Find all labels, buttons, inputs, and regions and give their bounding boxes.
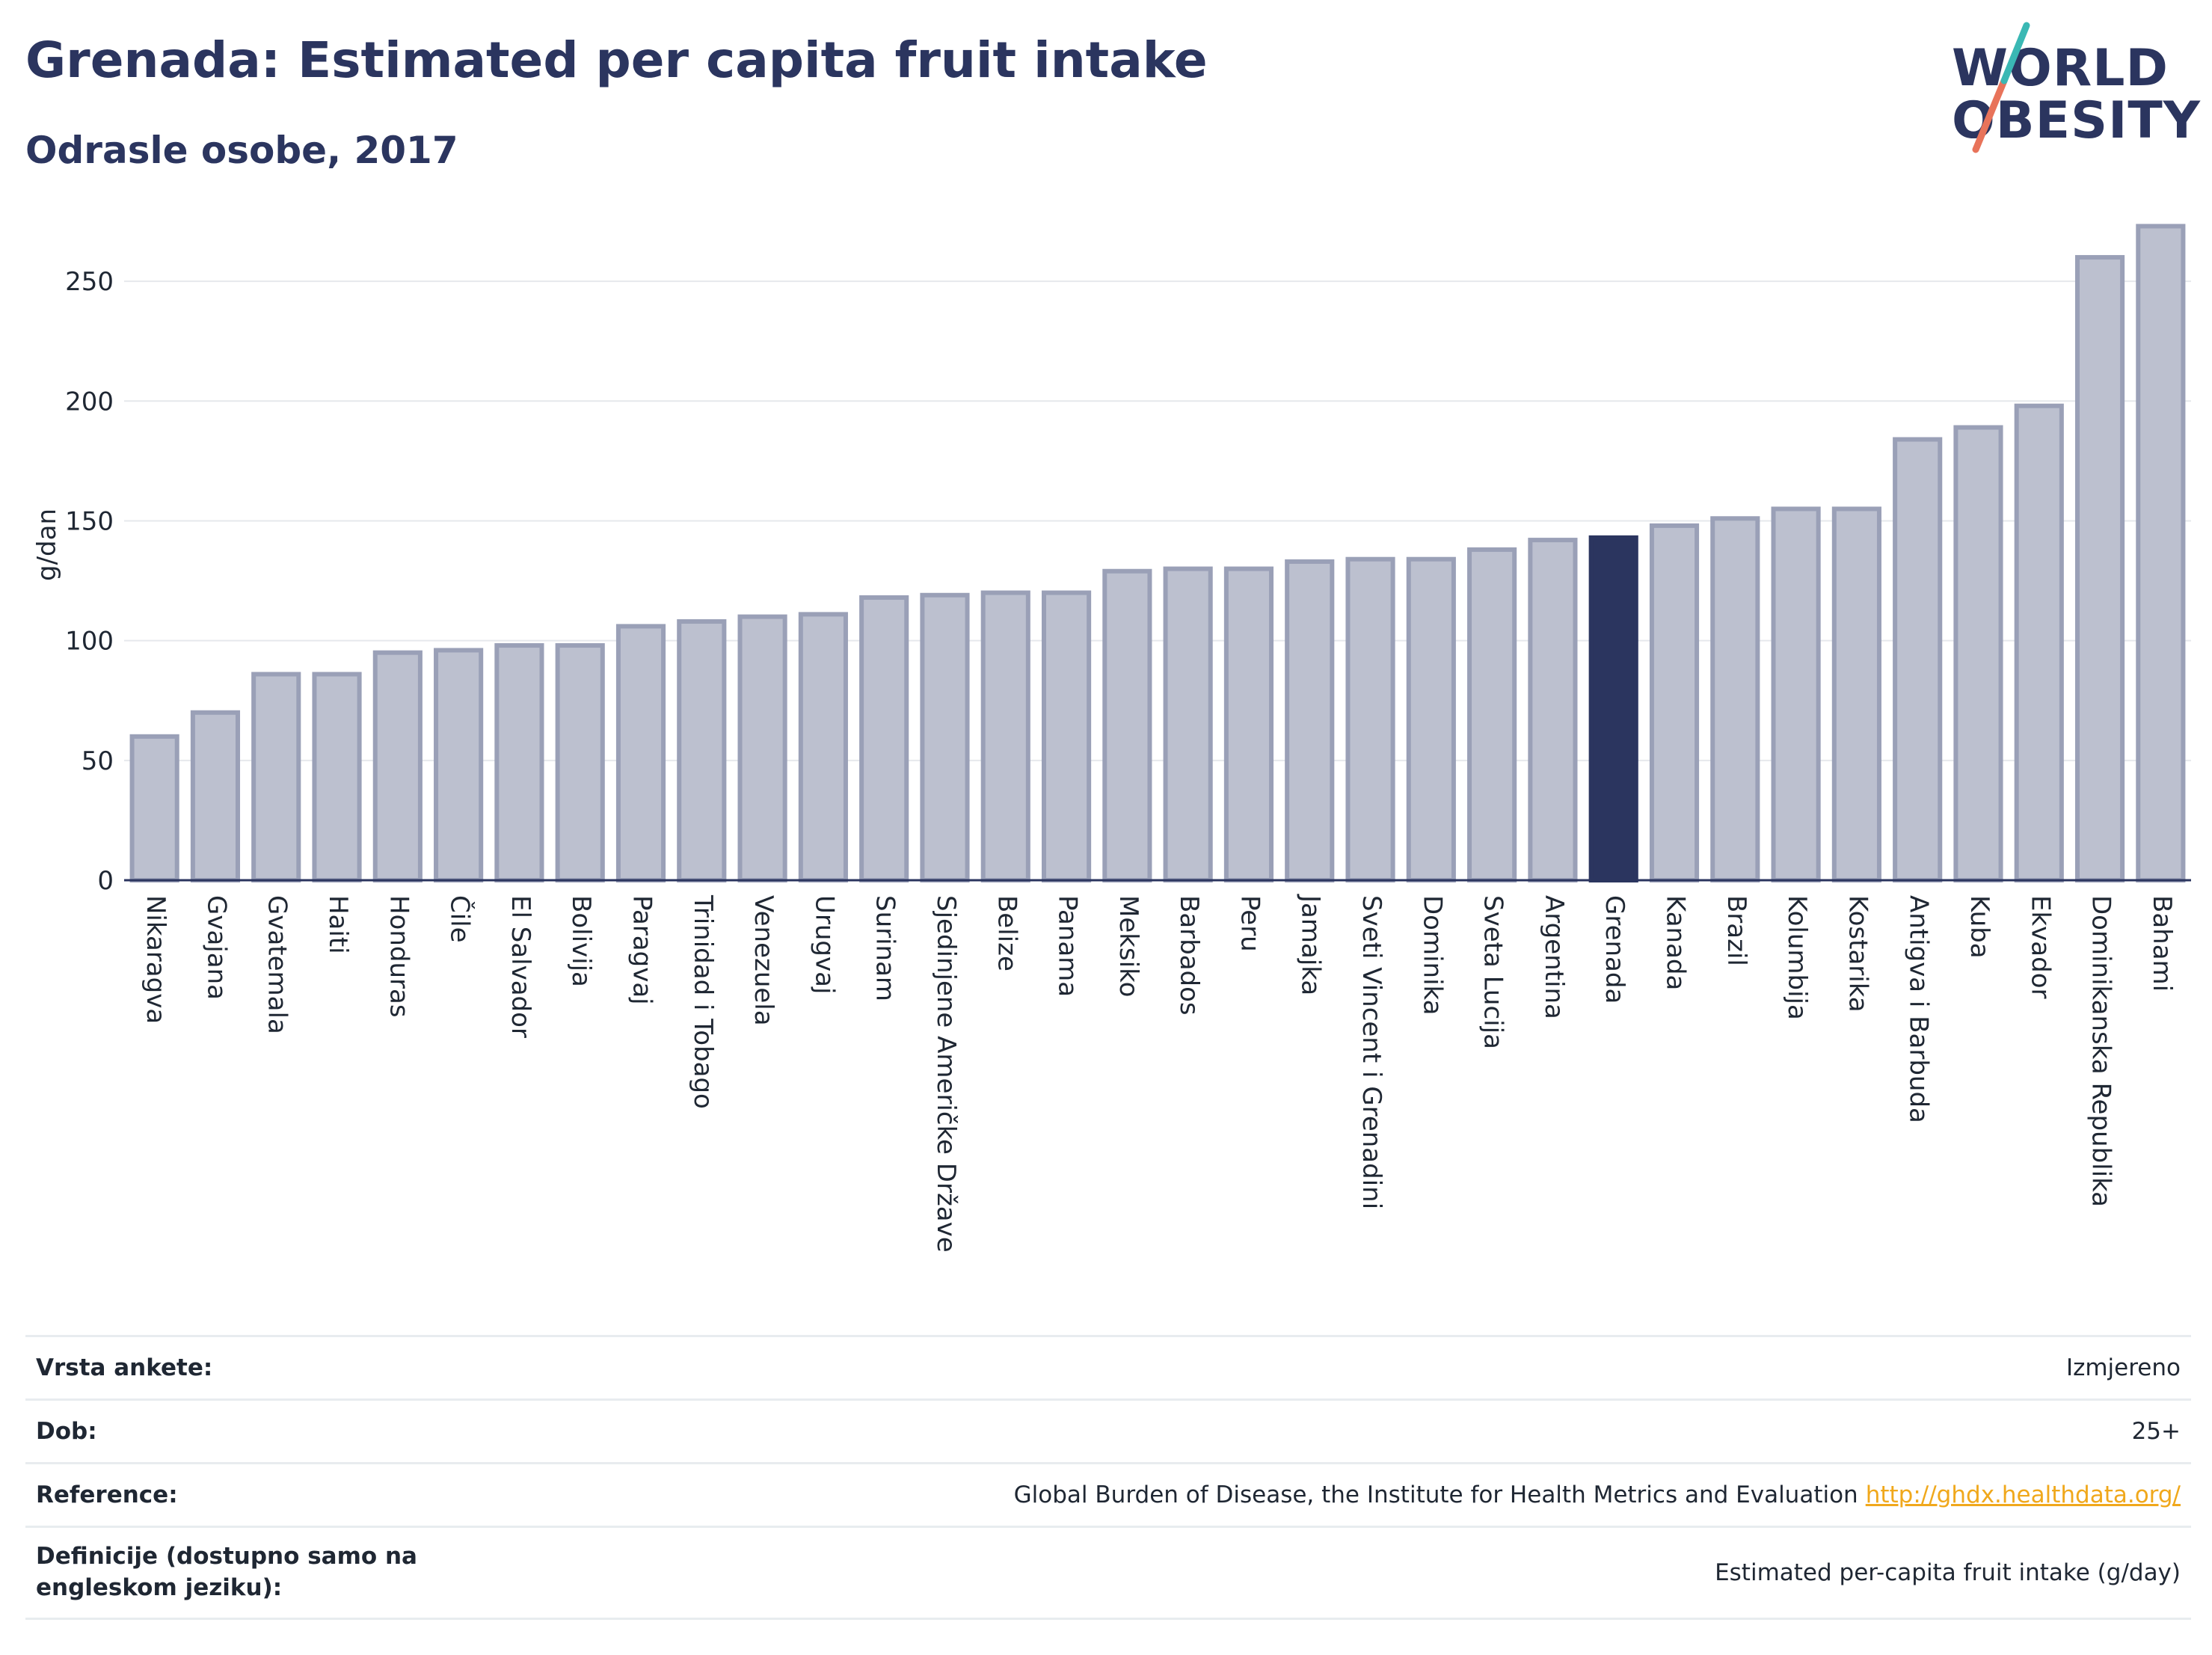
y-axis-ticks: 0 50 100 150 200 250 xyxy=(65,267,114,896)
x-tick-label: Venezuela xyxy=(749,895,778,1026)
bar xyxy=(2014,403,2064,882)
x-tick-label: Grenada xyxy=(1600,895,1629,1004)
y-tick-label: 100 xyxy=(65,627,114,657)
chart-title: Grenada: Estimated per capita fruit inta… xyxy=(25,31,1208,89)
x-tick-label: Surinam xyxy=(870,895,900,1001)
x-tick-label: Trinidad i Tobago xyxy=(688,894,718,1109)
x-tick-label: Dominikanska Republika xyxy=(2086,895,2116,1207)
x-tick-label: Meksiko xyxy=(1113,895,1143,997)
bar xyxy=(980,590,1030,882)
x-tick-label: Gvajana xyxy=(201,895,231,1000)
x-tick-label: Bolivija xyxy=(566,895,596,987)
y-tick-label: 50 xyxy=(82,746,114,776)
bar xyxy=(737,614,787,882)
y-tick-label: 250 xyxy=(65,267,114,297)
bar xyxy=(615,624,666,883)
bar xyxy=(1649,523,1700,882)
bar xyxy=(129,734,179,882)
info-label-survey: Vrsta ankete: xyxy=(36,1354,213,1381)
x-tick-label: Paragvaj xyxy=(627,895,657,1005)
bar xyxy=(1467,547,1517,882)
info-row-survey: Vrsta ankete: Izmjereno xyxy=(25,1335,2191,1398)
x-tick-label: Kuba xyxy=(1964,895,1994,959)
y-tick-label: 150 xyxy=(65,506,114,536)
info-label-age: Dob: xyxy=(36,1418,97,1445)
bar xyxy=(1831,506,1881,882)
y-tick-label: 200 xyxy=(65,387,114,417)
bar xyxy=(494,643,544,882)
x-tick-label: Jamajka xyxy=(1296,894,1326,995)
x-axis-ticks: Nikaragva Gvajana Gvatemala Haiti Honduras Či… xyxy=(141,894,2177,1253)
bar xyxy=(677,619,727,882)
info-label-definition: Definicije (dostupno samo na engleskom j… xyxy=(36,1543,417,1601)
x-tick-label: Sveti Vincent i Grenadini xyxy=(1357,895,1386,1209)
logo-slash-icon xyxy=(1972,22,2030,153)
x-tick-label: Argentina xyxy=(1539,895,1569,1019)
bar xyxy=(190,710,241,882)
x-tick-label: Bahami xyxy=(2147,895,2177,992)
x-tick-label: Dominika xyxy=(1417,895,1447,1015)
bar xyxy=(2074,255,2125,883)
logo-line-world: WORLD xyxy=(1952,39,2169,98)
bar xyxy=(920,592,970,883)
bar xyxy=(1771,506,1821,882)
x-tick-label: Barbados xyxy=(1174,895,1204,1016)
info-row-age: Dob: 25+ xyxy=(25,1398,2191,1462)
x-tick-label: Haiti xyxy=(323,895,353,954)
bar xyxy=(2136,224,2186,883)
info-value-age: 25+ xyxy=(2131,1418,2181,1445)
x-tick-label: Gvatemala xyxy=(262,895,292,1034)
world-obesity-logo[interactable]: WORLD OBESITY xyxy=(1952,21,2200,156)
bar xyxy=(251,672,301,882)
info-table: Vrsta ankete: Izmjereno Dob: 25+ Referen… xyxy=(25,1335,2191,1620)
chart-subtitle: Odrasle osobe, 2017 xyxy=(25,129,458,172)
bar xyxy=(1285,559,1335,882)
bar xyxy=(372,650,423,882)
x-tick-label: Kanada xyxy=(1661,895,1691,990)
info-value-survey: Izmjereno xyxy=(2065,1354,2181,1381)
reference-link[interactable]: http://ghdx.healthdata.org/ xyxy=(1865,1481,2181,1508)
x-tick-label: Honduras xyxy=(384,895,414,1018)
y-tick-label: 0 xyxy=(97,866,114,896)
info-row-definition: Definicije (dostupno samo na engleskom j… xyxy=(25,1526,2191,1620)
x-tick-label: Kostarika xyxy=(1843,895,1872,1013)
bar xyxy=(1406,556,1456,882)
x-tick-label: Sjedinjene Američke Države xyxy=(931,895,961,1253)
bar xyxy=(1345,556,1395,882)
y-axis-label: g/dan xyxy=(32,509,62,581)
bar xyxy=(1163,566,1213,882)
info-value-reference: Global Burden of Disease, the Institute … xyxy=(1014,1481,2181,1508)
x-tick-label: Sveta Lucija xyxy=(1478,895,1508,1049)
bar xyxy=(1710,516,1760,882)
bar xyxy=(1041,590,1092,882)
x-tick-label: Nikaragva xyxy=(141,895,170,1024)
info-label-reference: Reference: xyxy=(36,1481,178,1508)
x-tick-label: Kolumbija xyxy=(1782,895,1812,1020)
bar xyxy=(798,612,848,882)
x-tick-label: Peru xyxy=(1235,895,1265,952)
x-tick-label: El Salvador xyxy=(506,895,535,1038)
bar xyxy=(859,595,909,882)
x-tick-label: Antigva i Barbuda xyxy=(1904,895,1934,1123)
x-tick-label: Belize xyxy=(992,895,1021,971)
x-tick-label: Panama xyxy=(1053,895,1083,997)
bar xyxy=(434,648,484,882)
bar xyxy=(555,643,605,882)
info-value-definition: Estimated per-capita fruit intake (g/day… xyxy=(1715,1559,2181,1586)
bar xyxy=(1953,425,2003,882)
bar xyxy=(1102,568,1152,882)
info-row-reference: Reference: Global Burden of Disease, the… xyxy=(25,1462,2191,1526)
bar-chart: 0 50 100 150 200 250 g/dan Nikaragva Gvajana Gv… xyxy=(32,224,2191,1253)
bar xyxy=(1893,437,1943,882)
bar xyxy=(312,672,362,882)
x-tick-label: Ekvador xyxy=(2025,895,2055,999)
bar-highlighted xyxy=(1588,535,1638,882)
x-tick-label: Brazil xyxy=(1721,895,1751,966)
bars xyxy=(129,224,2186,883)
x-tick-label: Urugvaj xyxy=(809,895,839,994)
x-tick-label: Čile xyxy=(445,895,476,943)
reference-text: Global Burden of Disease, the Institute … xyxy=(1013,1481,1858,1508)
bar xyxy=(1528,538,1578,882)
bar xyxy=(1223,566,1274,882)
